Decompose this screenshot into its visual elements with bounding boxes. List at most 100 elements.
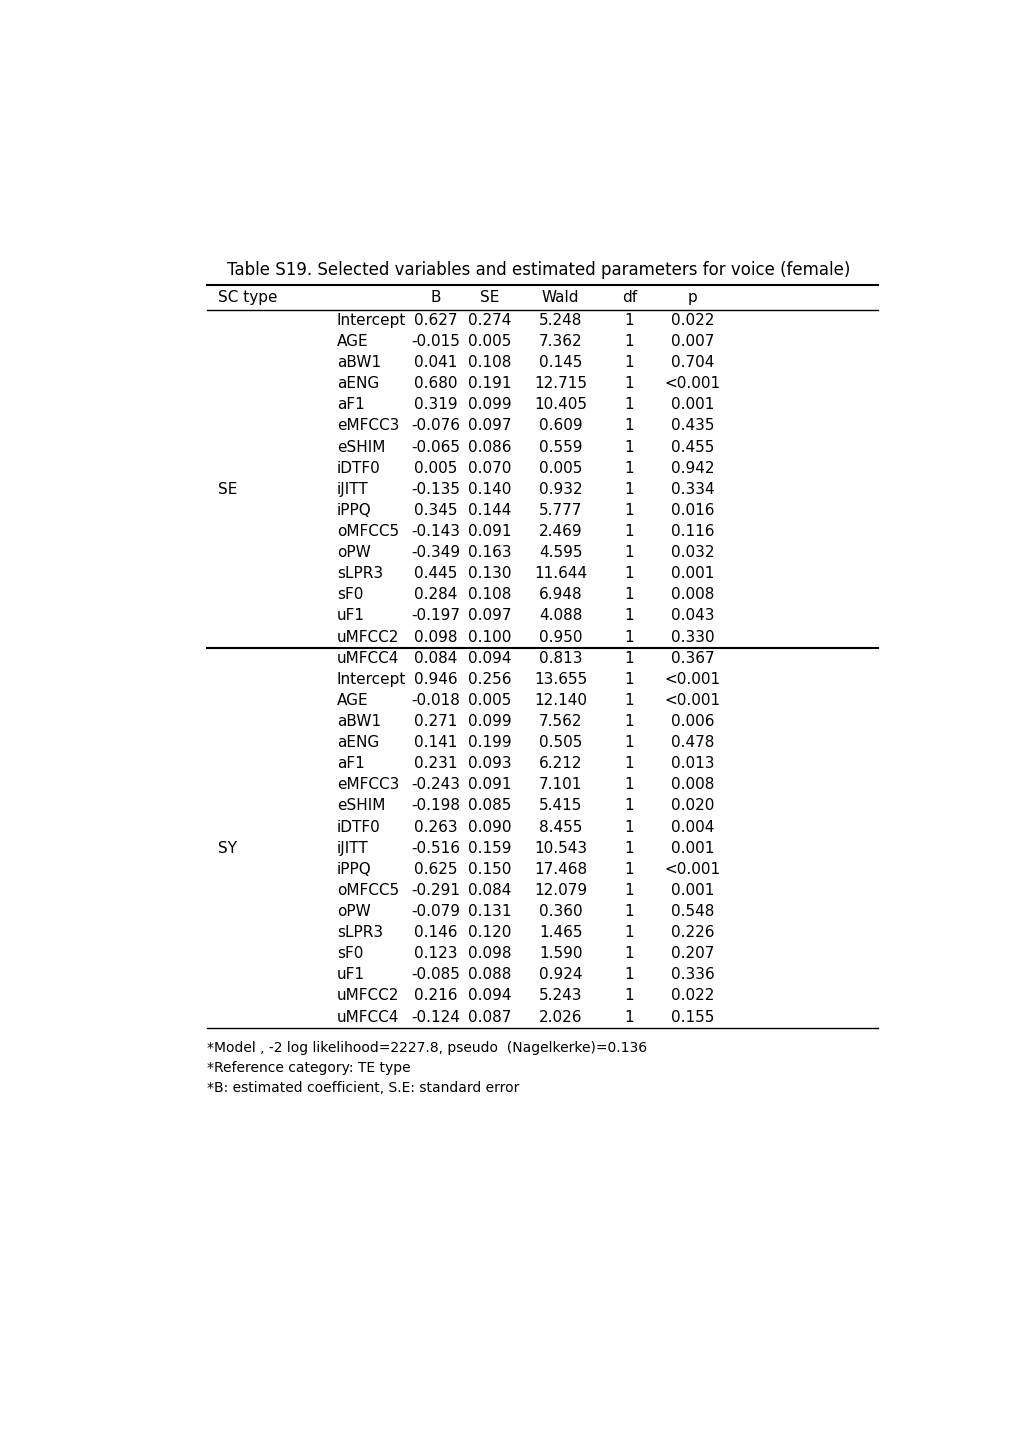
Text: 1: 1 bbox=[624, 778, 634, 792]
Text: 0.099: 0.099 bbox=[468, 714, 511, 729]
Text: 0.001: 0.001 bbox=[671, 883, 713, 898]
Text: 0.559: 0.559 bbox=[538, 440, 582, 455]
Text: 1: 1 bbox=[624, 947, 634, 961]
Text: 0.144: 0.144 bbox=[468, 502, 511, 518]
Text: SE: SE bbox=[479, 290, 498, 304]
Text: 0.360: 0.360 bbox=[538, 903, 582, 919]
Text: 0.435: 0.435 bbox=[671, 418, 713, 433]
Text: 12.715: 12.715 bbox=[534, 377, 587, 391]
Text: 0.330: 0.330 bbox=[671, 629, 714, 645]
Text: aBW1: aBW1 bbox=[336, 714, 381, 729]
Text: 0.140: 0.140 bbox=[468, 482, 511, 496]
Text: eMFCC3: eMFCC3 bbox=[336, 778, 399, 792]
Text: 0.141: 0.141 bbox=[414, 734, 458, 750]
Text: 0.548: 0.548 bbox=[671, 903, 713, 919]
Text: 0.150: 0.150 bbox=[468, 861, 511, 877]
Text: 7.101: 7.101 bbox=[538, 778, 582, 792]
Text: uF1: uF1 bbox=[336, 609, 365, 623]
Text: -0.018: -0.018 bbox=[411, 693, 460, 709]
Text: 0.704: 0.704 bbox=[671, 355, 713, 369]
Text: 0.084: 0.084 bbox=[468, 883, 511, 898]
Text: 13.655: 13.655 bbox=[534, 672, 587, 687]
Text: 0.274: 0.274 bbox=[468, 313, 511, 328]
Text: 6.948: 6.948 bbox=[538, 587, 582, 602]
Text: eMFCC3: eMFCC3 bbox=[336, 418, 399, 433]
Text: 1: 1 bbox=[624, 925, 634, 939]
Text: -0.243: -0.243 bbox=[411, 778, 460, 792]
Text: -0.349: -0.349 bbox=[411, 545, 460, 560]
Text: 0.005: 0.005 bbox=[538, 460, 582, 476]
Text: 0.256: 0.256 bbox=[468, 672, 511, 687]
Text: sLPR3: sLPR3 bbox=[336, 566, 383, 582]
Text: 1: 1 bbox=[624, 967, 634, 983]
Text: 0.145: 0.145 bbox=[538, 355, 582, 369]
Text: 0.813: 0.813 bbox=[538, 651, 582, 665]
Text: 0.098: 0.098 bbox=[414, 629, 458, 645]
Text: 6.212: 6.212 bbox=[538, 756, 582, 771]
Text: 0.199: 0.199 bbox=[468, 734, 511, 750]
Text: 0.478: 0.478 bbox=[671, 734, 713, 750]
Text: -0.065: -0.065 bbox=[411, 440, 460, 455]
Text: 0.041: 0.041 bbox=[414, 355, 458, 369]
Text: AGE: AGE bbox=[336, 693, 368, 709]
Text: 5.415: 5.415 bbox=[538, 798, 582, 814]
Text: 1: 1 bbox=[624, 440, 634, 455]
Text: 0.088: 0.088 bbox=[468, 967, 511, 983]
Text: 0.284: 0.284 bbox=[414, 587, 458, 602]
Text: 0.505: 0.505 bbox=[538, 734, 582, 750]
Text: Wald: Wald bbox=[541, 290, 579, 304]
Text: 1: 1 bbox=[624, 418, 634, 433]
Text: 1: 1 bbox=[624, 397, 634, 413]
Text: 0.013: 0.013 bbox=[671, 756, 713, 771]
Text: 0.005: 0.005 bbox=[468, 333, 511, 349]
Text: 1.465: 1.465 bbox=[538, 925, 582, 939]
Text: iPPQ: iPPQ bbox=[336, 861, 371, 877]
Text: uMFCC2: uMFCC2 bbox=[336, 629, 399, 645]
Text: 10.405: 10.405 bbox=[534, 397, 587, 413]
Text: 5.777: 5.777 bbox=[538, 502, 582, 518]
Text: sLPR3: sLPR3 bbox=[336, 925, 383, 939]
Text: 0.005: 0.005 bbox=[414, 460, 458, 476]
Text: 0.001: 0.001 bbox=[671, 841, 713, 856]
Text: 1: 1 bbox=[624, 355, 634, 369]
Text: aENG: aENG bbox=[336, 377, 379, 391]
Text: 1: 1 bbox=[624, 820, 634, 834]
Text: -0.143: -0.143 bbox=[411, 524, 460, 540]
Text: 0.094: 0.094 bbox=[468, 651, 511, 665]
Text: SY: SY bbox=[218, 841, 237, 856]
Text: 5.248: 5.248 bbox=[538, 313, 582, 328]
Text: -0.291: -0.291 bbox=[411, 883, 460, 898]
Text: 1: 1 bbox=[624, 313, 634, 328]
Text: 0.131: 0.131 bbox=[468, 903, 511, 919]
Text: 0.924: 0.924 bbox=[538, 967, 582, 983]
Text: 0.625: 0.625 bbox=[414, 861, 458, 877]
Text: 0.345: 0.345 bbox=[414, 502, 458, 518]
Text: 0.008: 0.008 bbox=[671, 778, 713, 792]
Text: 1: 1 bbox=[624, 1010, 634, 1025]
Text: Table S19. Selected variables and estimated parameters for voice (female): Table S19. Selected variables and estima… bbox=[226, 261, 850, 278]
Text: <0.001: <0.001 bbox=[664, 861, 720, 877]
Text: 1: 1 bbox=[624, 651, 634, 665]
Text: 0.155: 0.155 bbox=[671, 1010, 713, 1025]
Text: 0.090: 0.090 bbox=[468, 820, 511, 834]
Text: 1: 1 bbox=[624, 460, 634, 476]
Text: oMFCC5: oMFCC5 bbox=[336, 524, 398, 540]
Text: 0.163: 0.163 bbox=[468, 545, 511, 560]
Text: 7.362: 7.362 bbox=[538, 333, 582, 349]
Text: 1: 1 bbox=[624, 524, 634, 540]
Text: SC type: SC type bbox=[218, 290, 277, 304]
Text: eSHIM: eSHIM bbox=[336, 798, 385, 814]
Text: <0.001: <0.001 bbox=[664, 672, 720, 687]
Text: 1: 1 bbox=[624, 841, 634, 856]
Text: 0.231: 0.231 bbox=[414, 756, 458, 771]
Text: 1: 1 bbox=[624, 566, 634, 582]
Text: 0.006: 0.006 bbox=[671, 714, 713, 729]
Text: 0.007: 0.007 bbox=[671, 333, 713, 349]
Text: 0.367: 0.367 bbox=[671, 651, 714, 665]
Text: Intercept: Intercept bbox=[336, 313, 406, 328]
Text: iJITT: iJITT bbox=[336, 482, 369, 496]
Text: 0.271: 0.271 bbox=[414, 714, 458, 729]
Text: 0.097: 0.097 bbox=[468, 418, 511, 433]
Text: iJITT: iJITT bbox=[336, 841, 369, 856]
Text: 0.455: 0.455 bbox=[671, 440, 713, 455]
